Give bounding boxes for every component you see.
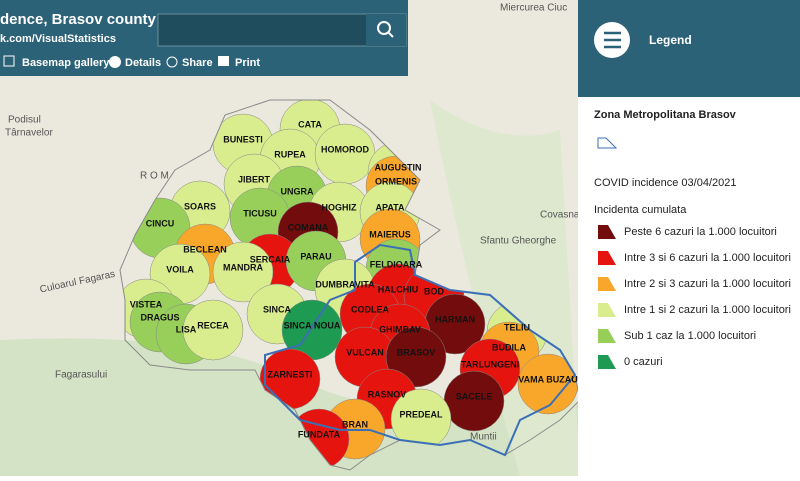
locality-label: LISA xyxy=(176,324,197,334)
locality-label: VISTEA xyxy=(130,299,163,309)
layer-swatch xyxy=(597,137,618,149)
locality-label: HOMOROD xyxy=(321,144,369,154)
details-icon xyxy=(109,56,121,68)
locality-label: ZARNESTI xyxy=(268,369,313,379)
locality-label: ORMENIS xyxy=(375,176,417,186)
toolbar-button[interactable]: Details xyxy=(125,57,161,69)
locality-label: COMANA xyxy=(288,222,329,232)
legend-items: Peste 6 cazuri la 1.000 locuitori Intre 3… xyxy=(598,225,791,369)
legend-label: Intre 3 si 6 cazuri la 1.000 locuitori xyxy=(624,252,791,264)
locality-label: SACELE xyxy=(456,391,493,401)
locality-label: JIBERT xyxy=(238,174,271,184)
place-label: Fagarasului xyxy=(55,370,107,381)
locality-label: DUMBRAVITA xyxy=(315,279,375,289)
locality-label: SINCA xyxy=(263,304,292,314)
locality-label: CODLEA xyxy=(351,304,390,314)
legend-swatch xyxy=(598,277,616,291)
locality-label: FUNDATA xyxy=(298,429,341,439)
legend-swatch xyxy=(598,225,616,239)
locality-label: SERCAIA xyxy=(250,254,291,264)
locality-label: BRAN xyxy=(342,419,368,429)
search-box[interactable] xyxy=(157,13,407,47)
metro-boundary xyxy=(264,243,577,457)
locality-label: VULCAN xyxy=(346,347,384,357)
place-label: Covasna xyxy=(540,210,580,221)
labels: CATA BUNESTI RUPEA HOMOROD JIBERT AUGUSTIN ORM… xyxy=(5,3,580,443)
locality-area xyxy=(385,326,447,388)
legend-label: Peste 6 cazuri la 1.000 locuitori xyxy=(624,226,777,238)
locality-label: UNGRA xyxy=(281,186,314,196)
legend-swatch xyxy=(598,355,616,369)
locality-label: MANDRA xyxy=(223,262,263,272)
locality-area xyxy=(182,299,244,361)
legend-label: 0 cazuri xyxy=(624,356,663,368)
app-subtitle: k.com/VisualStatistics xyxy=(0,33,116,45)
field-title: Incidenta cumulata xyxy=(594,204,687,216)
locality-label: HALCHIU xyxy=(378,284,419,294)
locality-label: RECEA xyxy=(197,320,229,330)
layer-title: COVID incidence 03/04/2021 xyxy=(594,177,736,189)
locality-label: GHIMBAV xyxy=(379,324,421,334)
locality-label: SINCA NOUA xyxy=(284,320,341,330)
legend-title: Legend xyxy=(649,33,692,47)
legend-label: Sub 1 caz la 1.000 locuitori xyxy=(624,330,756,342)
search-icon xyxy=(377,21,391,35)
locality-label: AUGUSTIN xyxy=(375,162,422,172)
locality-label: SOARS xyxy=(184,201,216,211)
print-icon xyxy=(218,56,229,66)
legend-label: Intre 2 si 3 cazuri la 1.000 locuitori xyxy=(624,278,791,290)
locality-label: MAIERUS xyxy=(369,229,411,239)
legend-swatch xyxy=(598,329,616,343)
locality-label: FELDIOARA xyxy=(370,259,423,269)
locality-label: BRASOV xyxy=(397,347,436,357)
legend-label: Intre 1 si 2 cazuri la 1.000 locuitori xyxy=(624,304,791,316)
locality-label: VOILA xyxy=(166,264,194,274)
layer-title: Zona Metropolitana Brasov xyxy=(594,109,737,121)
locality-label: BUDILA xyxy=(492,342,526,352)
place-label: Miercurea Ciuc xyxy=(500,3,567,14)
toolbar-button[interactable]: Basemap gallery xyxy=(22,57,110,69)
locality-label: CINCU xyxy=(146,218,175,228)
locality-label: VAMA BUZAU xyxy=(518,374,578,384)
toolbar-button[interactable]: Print xyxy=(235,57,260,69)
place-label: Podisul xyxy=(8,115,41,126)
legend-swatch xyxy=(598,251,616,265)
locality-label: BOD xyxy=(424,286,445,296)
locality-area xyxy=(212,241,274,303)
share-icon xyxy=(166,56,178,68)
locality-label: TARLUNGENI xyxy=(461,359,519,369)
place-label: Sfantu Gheorghe xyxy=(480,236,557,247)
locality-label: APATA xyxy=(376,202,405,212)
locality-label: CATA xyxy=(298,119,322,129)
locality-label: TICUSU xyxy=(243,208,277,218)
place-label: Muntii xyxy=(470,432,497,443)
locality-label: TELIU xyxy=(504,322,530,332)
locality-label: PREDEAL xyxy=(399,409,443,419)
basemap-icon xyxy=(3,55,15,67)
locality-label: BECLEAN xyxy=(183,244,227,254)
place-label: R O M xyxy=(140,171,169,182)
locality-label: PARAU xyxy=(300,251,331,261)
place-label: Târnavelor xyxy=(5,128,53,139)
locality-label: HARMAN xyxy=(435,314,475,324)
toolbar-button[interactable]: Share xyxy=(182,57,213,69)
locality-label: RASNOV xyxy=(368,389,407,399)
locality-label: RUPEA xyxy=(274,149,306,159)
locality-label: HOGHIZ xyxy=(322,202,358,212)
search-icon xyxy=(387,31,394,38)
locality-label: DRAGUS xyxy=(140,312,179,322)
search-button[interactable] xyxy=(366,14,406,46)
legend-swatch xyxy=(598,303,616,317)
locality-label: BUNESTI xyxy=(223,134,263,144)
app-title: dence, Brasov county xyxy=(0,11,157,28)
